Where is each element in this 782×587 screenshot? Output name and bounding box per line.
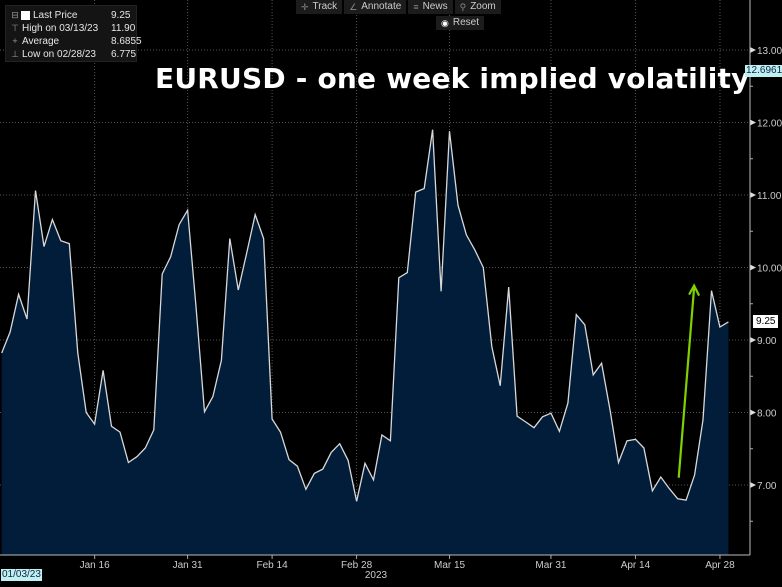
arrow-shaft (677, 287, 696, 478)
series-area (1, 129, 729, 555)
legend-row-average: + Average 8.6855 (10, 35, 141, 48)
y-tick-label: 7.00 (757, 481, 777, 492)
annotate-label: Annotate (361, 1, 402, 12)
x-tick-label: Jan 31 (173, 560, 203, 571)
y-tick-mark (750, 47, 756, 53)
legend-label: High on 03/13/23 (22, 23, 99, 34)
legend-label: Low on 02/28/23 (22, 49, 96, 60)
y-tick-label: 8.00 (757, 409, 777, 420)
y-tick-label: 10.00 (757, 264, 782, 275)
last-price-tag: 9.25 (753, 315, 779, 328)
y-tick-label: 12.00 (757, 119, 782, 130)
x-tick-label: Feb 28 (341, 560, 373, 571)
legend-value: 6.775 (111, 49, 137, 60)
news-label: News (422, 1, 448, 12)
legend-row-low: ⊥ Low on 02/28/23 6.775 (10, 48, 136, 61)
legend-row-high: ⊤ High on 03/13/23 11.90 (10, 22, 136, 35)
axes: 7.00 8.00 9.00 10.00 11.00 12.00 13.00 Jan 16 Ja… (0, 0, 782, 571)
y-tick-mark (750, 119, 756, 126)
x-tick-label: Feb 14 (257, 560, 289, 571)
legend-label: Average (22, 36, 60, 47)
pencil-icon: ∠ (349, 2, 358, 12)
y-tick-label: 11.00 (757, 191, 782, 202)
y-tick-label: 13.00 (757, 46, 782, 57)
series-line (1, 129, 729, 502)
x-axis-year-label: 2023 (365, 570, 388, 581)
zoom-label: Zoom (470, 1, 496, 12)
average-icon: + (12, 36, 18, 46)
x-tick-label: Jan 16 (80, 560, 110, 571)
legend-value: 11.90 (111, 23, 136, 34)
cursor-value-label: 12.6961 (745, 65, 782, 77)
y-tick-mark (750, 409, 756, 416)
collapse-icon[interactable]: ⊟ (11, 10, 19, 20)
y-tick-label: 9.00 (757, 336, 777, 347)
legend-row-last-price[interactable]: ⊟ Last Price 9.25 (10, 9, 132, 22)
y-tick-mark (750, 192, 756, 198)
news-icon: ≡ (413, 2, 419, 12)
chart-title: EURUSD - one week implied volatility (155, 62, 750, 95)
low-icon: ⊥ (11, 49, 19, 59)
x-tick-label: Apr 14 (621, 560, 651, 571)
series-swatch (21, 11, 30, 20)
y-tick-mark (750, 337, 756, 343)
cursor-date-label: 01/03/23 (1, 569, 42, 581)
x-tick-label: Mar 15 (434, 560, 466, 571)
legend-value: 8.6855 (111, 36, 142, 47)
legend-label: Last Price (33, 10, 78, 21)
reset-button[interactable]: ◉ Reset (436, 16, 484, 30)
y-tick-mark (750, 482, 756, 488)
x-tick-label: Mar 31 (535, 560, 567, 571)
annotation-arrow (677, 283, 701, 478)
track-button[interactable]: ✛ Track (296, 0, 343, 14)
chart-toolbar: ✛ Track ∠ Annotate ≡ News ⚲ Zoom (296, 0, 501, 14)
y-tick-mark (750, 264, 756, 271)
zoom-button[interactable]: ⚲ Zoom (454, 0, 501, 14)
legend: ⊟ Last Price 9.25 ⊤ High on 03/13/23 11.… (5, 5, 142, 62)
magnifier-icon: ⚲ (459, 2, 467, 12)
reset-icon: ◉ (441, 18, 449, 28)
x-tick-label: Apr 28 (705, 560, 735, 571)
track-label: Track (312, 1, 338, 12)
arrow-head (688, 283, 701, 297)
crosshair-icon: ✛ (301, 2, 309, 12)
annotate-button[interactable]: ∠ Annotate (344, 0, 407, 14)
legend-value: 9.25 (111, 10, 131, 21)
high-icon: ⊤ (11, 23, 19, 33)
reset-label: Reset (452, 17, 479, 28)
news-button[interactable]: ≡ News (408, 0, 453, 14)
